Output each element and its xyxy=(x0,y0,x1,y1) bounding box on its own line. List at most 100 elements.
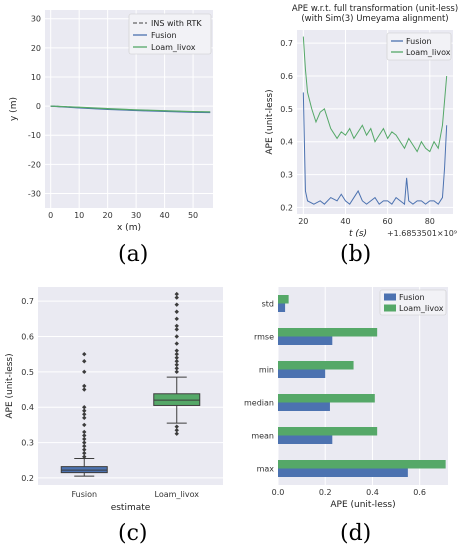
plot-area-b xyxy=(297,30,453,214)
bar-loam_livox-max xyxy=(278,460,446,469)
outlier-point xyxy=(174,302,179,307)
legend-label-b: Fusion xyxy=(406,37,432,46)
outlier-point xyxy=(82,447,87,452)
outlier-point xyxy=(174,366,179,371)
outlier-point xyxy=(82,433,87,438)
panel-label-c: (c) xyxy=(118,521,148,546)
outlier-point xyxy=(82,415,87,421)
x-tick-c: Loam_livox xyxy=(155,490,200,499)
bar-loam_livox-std xyxy=(278,295,289,304)
outlier-point xyxy=(82,454,87,459)
series-line-loam_livox xyxy=(302,36,448,153)
x-tick-d: 0.0 xyxy=(272,488,285,497)
outlier-point xyxy=(174,348,179,353)
legend-a xyxy=(128,13,212,55)
y-tick-b: 0.2 xyxy=(280,203,293,212)
outlier-point xyxy=(82,351,87,357)
bar-fusion-rmse xyxy=(278,336,333,345)
x-offset-label-b: +1.6853501×10⁹ xyxy=(387,229,457,238)
x-tick-b: 60 xyxy=(383,217,393,226)
panel-a: 0 10 20 30 40 50 30 20 10 0 -10 -20 -30 x (m) y (m) INS… xyxy=(9,10,213,233)
x-tick-a: 20 xyxy=(103,211,113,220)
x-tick-a: 0 xyxy=(48,211,53,220)
y-tick-d: max xyxy=(257,465,275,474)
y-axis-label-a: y (m) xyxy=(9,97,19,121)
y-tick-d: median xyxy=(244,399,274,408)
y-tick-c: 0.6 xyxy=(21,333,34,342)
x-axis-label-c: estimate xyxy=(111,503,151,513)
outlier-point xyxy=(174,327,179,332)
legend-b xyxy=(386,32,452,61)
bar-fusion-min xyxy=(278,369,326,378)
y-tick-d: min xyxy=(259,366,274,375)
series-line-loam_livox xyxy=(50,105,211,113)
outlier-point xyxy=(174,351,179,357)
outlier-point xyxy=(174,355,179,360)
x-tick-a: 10 xyxy=(74,211,84,220)
y-tick-c: 0.3 xyxy=(21,439,34,448)
bar-fusion-max xyxy=(278,468,408,477)
x-tick-a: 50 xyxy=(188,211,198,220)
x-axis-label-d: APE (unit-less) xyxy=(330,500,395,510)
y-tick-c: 0.7 xyxy=(21,297,34,306)
y-tick-a: 20 xyxy=(31,44,41,53)
y-axis-label-c: APE (unit-less) xyxy=(5,353,15,418)
y-tick-c: 0.4 xyxy=(21,403,34,412)
outlier-point xyxy=(82,359,87,364)
bar-fusion-median xyxy=(278,402,330,411)
y-tick-c: 0.5 xyxy=(21,368,34,377)
outlier-point xyxy=(82,369,87,375)
legend-label-d: Fusion xyxy=(399,293,425,302)
bar-loam_livox-mean xyxy=(278,427,378,436)
x-tick-c: Fusion xyxy=(71,490,97,499)
outlier-point xyxy=(174,316,179,322)
y-tick-d: std xyxy=(262,300,274,309)
outlier-point xyxy=(174,424,179,429)
y-tick-d: rmse xyxy=(254,333,274,342)
outlier-point xyxy=(174,323,179,329)
y-tick-a: -10 xyxy=(28,131,41,140)
y-tick-b: 0.6 xyxy=(280,72,293,81)
y-tick-a: 0 xyxy=(36,102,41,111)
y-tick-b: 0.4 xyxy=(280,138,293,147)
legend-label-a: Loam_livox xyxy=(151,43,196,52)
outlier-point xyxy=(82,412,87,417)
y-tick-a: 10 xyxy=(31,73,41,82)
y-axis-label-b: APE (unit-less) xyxy=(265,89,275,154)
panel-label-d: (d) xyxy=(340,521,371,546)
x-tick-d: 0.2 xyxy=(319,488,332,497)
y-tick-b: 0.5 xyxy=(280,105,293,114)
panel-b: 20 40 60 80 0.2 0.3 0.4 0.5 0.6 0.7 APE w.r.t. ful… xyxy=(265,4,458,239)
outlier-point xyxy=(174,295,179,300)
x-axis-label-a: x (m) xyxy=(117,223,141,233)
outlier-point xyxy=(174,309,179,314)
legend-swatch-d xyxy=(384,293,396,301)
bar-loam_livox-rmse xyxy=(278,328,378,337)
plot-area-d xyxy=(278,287,448,485)
y-tick-b: 0.3 xyxy=(280,171,293,180)
y-tick-a: -20 xyxy=(28,160,41,169)
bar-fusion-std xyxy=(278,303,286,312)
outlier-point xyxy=(174,341,179,346)
x-tick-d: 0.4 xyxy=(366,488,379,497)
panel-d: 0.0 0.2 0.4 0.6 std rmse min median mean max APE (… xyxy=(244,287,448,510)
outlier-point xyxy=(174,427,179,433)
outlier-point xyxy=(82,440,87,445)
outlier-point xyxy=(174,431,179,436)
outlier-point xyxy=(82,450,87,456)
y-tick-a: -30 xyxy=(28,189,41,198)
legend-d xyxy=(379,289,447,316)
outlier-point xyxy=(174,291,179,297)
outlier-point xyxy=(174,362,179,367)
outlier-point xyxy=(82,405,87,410)
outlier-point xyxy=(82,387,87,392)
y-tick-a: 30 xyxy=(31,15,41,24)
outlier-point xyxy=(82,436,87,442)
legend-label-d: Loam_livox xyxy=(399,304,444,313)
outlier-point xyxy=(82,408,87,413)
x-tick-a: 40 xyxy=(159,211,169,220)
series-line-fusion xyxy=(302,92,448,206)
y-tick-b: 0.7 xyxy=(280,39,293,48)
legend-label-b: Loam_livox xyxy=(406,48,451,57)
